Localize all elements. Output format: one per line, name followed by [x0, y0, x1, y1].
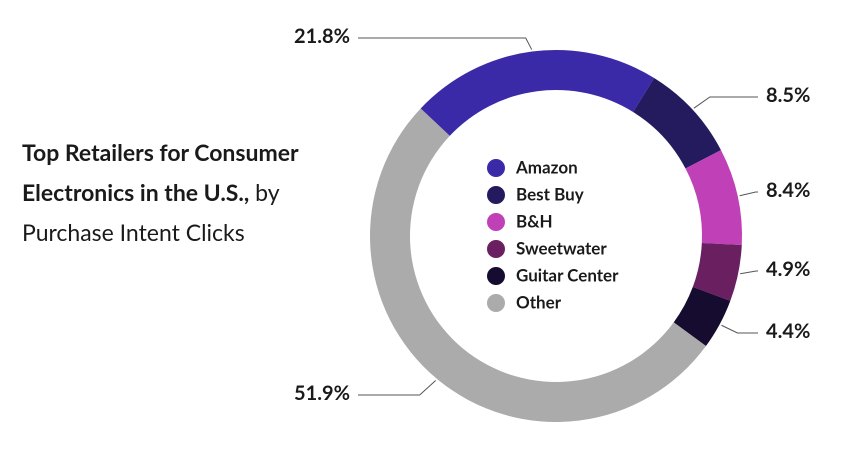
chart-title: Top Retailers for Consumer Electronics i…	[22, 138, 299, 206]
value-label: 8.5%	[766, 83, 810, 107]
leader-line	[740, 270, 758, 275]
legend-label: Sweetwater	[516, 237, 607, 258]
legend-label: Amazon	[515, 156, 578, 177]
leader-line	[358, 380, 437, 396]
legend-label: Other	[516, 291, 562, 312]
leader-line	[739, 191, 758, 197]
leader-line	[358, 37, 533, 50]
donut-segment	[633, 78, 721, 169]
leader-line	[693, 96, 758, 109]
value-label: 4.9%	[766, 257, 810, 281]
legend-swatch	[487, 159, 505, 177]
chart-subtitle: by Purchase Intent Clicks	[22, 178, 280, 246]
chart-title-block: Top Retailers for Consumer Electronics i…	[22, 132, 322, 252]
value-label: 8.4%	[766, 178, 810, 202]
legend-swatch	[487, 294, 505, 312]
donut-segment	[673, 286, 731, 347]
value-label: 51.9%	[294, 381, 350, 405]
legend-swatch	[487, 240, 505, 258]
donut-segment	[420, 50, 655, 136]
legend-swatch	[487, 213, 505, 231]
donut-segment	[692, 243, 742, 301]
value-label: 4.4%	[766, 319, 810, 343]
legend-swatch	[487, 267, 505, 285]
donut-segment	[369, 108, 706, 423]
legend-label: B&H	[516, 210, 553, 231]
leader-line	[721, 324, 758, 334]
donut-segment	[685, 150, 742, 245]
legend-label: Guitar Center	[516, 264, 619, 285]
legend-swatch	[487, 186, 505, 204]
value-label: 21.8%	[294, 24, 350, 48]
legend-label: Best Buy	[516, 183, 584, 204]
